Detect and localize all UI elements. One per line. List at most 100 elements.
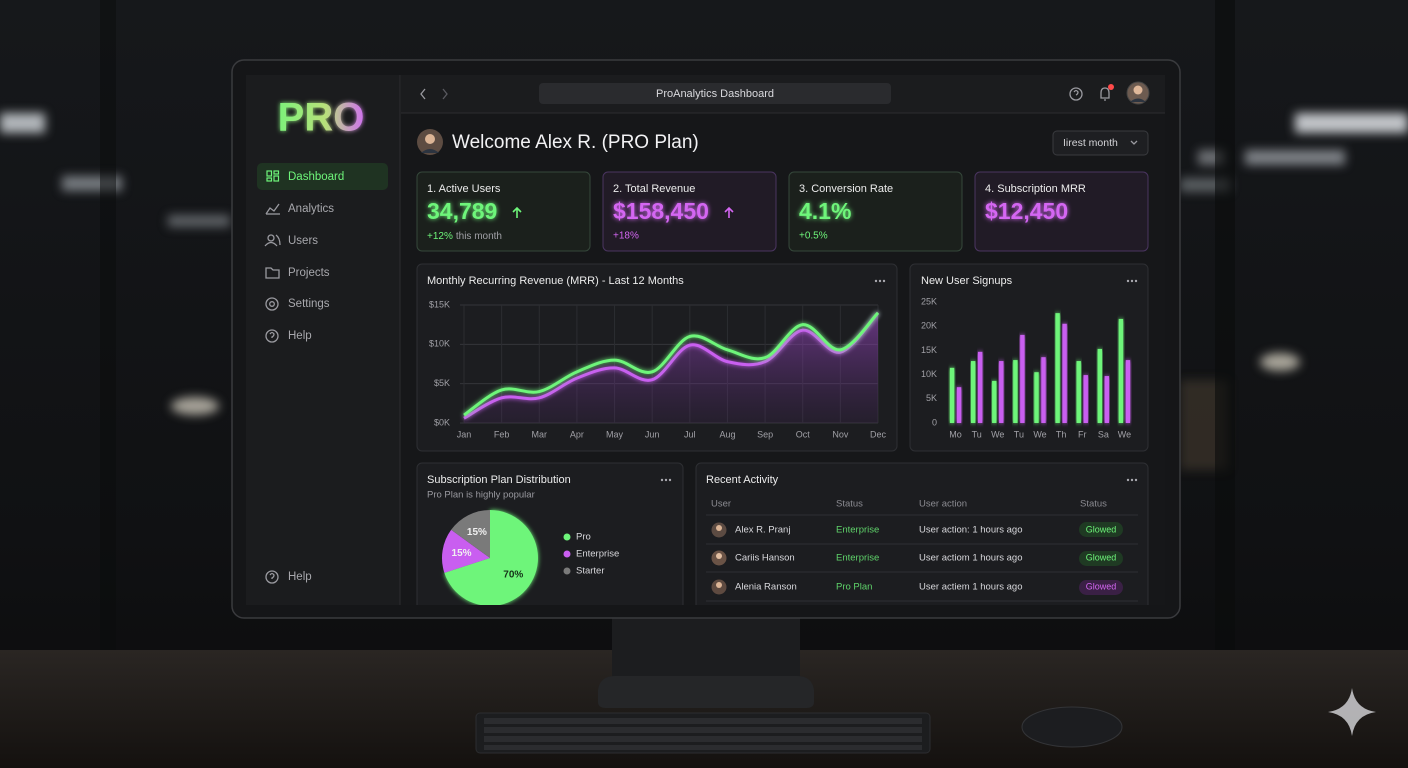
y-tick-label: 20K — [921, 321, 937, 331]
back-button[interactable] — [420, 88, 426, 100]
sidebar — [246, 75, 400, 605]
kpi-change-value: +12% — [427, 231, 453, 242]
logo: PRO — [278, 96, 365, 140]
address-bar[interactable] — [539, 83, 891, 104]
kpi-label: 2. Total Revenue — [613, 183, 695, 195]
row-avatars — [711, 522, 727, 595]
menu-dots[interactable] — [660, 279, 1138, 482]
x-tick-label: Tu — [972, 429, 982, 439]
bar — [1020, 334, 1025, 423]
bar — [970, 361, 976, 423]
y-tick-label: 10K — [921, 369, 937, 379]
bar — [956, 387, 962, 423]
nav-item[interactable]: Settings — [288, 298, 330, 310]
table-cell: Glowed — [1086, 581, 1117, 591]
page-title: ProAnalytics Dashboard — [656, 88, 774, 100]
window-frame — [1215, 0, 1235, 650]
table-cell: User actiom 1 hours ago — [919, 553, 1023, 564]
table-header: Status — [1080, 499, 1107, 510]
bar — [1041, 357, 1046, 423]
chevron — [1130, 140, 1138, 145]
nav-item[interactable]: Users — [288, 235, 318, 247]
x-tick-label: Jan — [457, 429, 472, 439]
bar — [1104, 376, 1110, 423]
chart-subtitle: Pro Plan is highly popular — [427, 490, 535, 501]
status-badge — [1079, 522, 1123, 537]
chart-title: Monthly Recurring Revenue (MRR) - Last 1… — [427, 275, 684, 287]
trend-arrow — [724, 206, 734, 218]
legend-swatch — [563, 533, 571, 541]
kpi-card — [974, 171, 1149, 252]
kpi-change: +0.5% — [799, 231, 828, 242]
x-tick-label: May — [606, 429, 624, 439]
x-tick-label: Sep — [757, 429, 773, 439]
table-cell: Enterprise — [836, 525, 879, 536]
x-tick-label: We — [1033, 429, 1046, 439]
x-tick-label: We — [991, 429, 1004, 439]
legend-label: Enterprise — [576, 549, 619, 560]
monitor-base — [598, 676, 814, 708]
avatar-body — [421, 149, 439, 153]
kpi-value: $12,450 — [985, 198, 1068, 224]
bar — [949, 367, 955, 423]
x-tick-label: Sa — [1098, 429, 1109, 439]
period-filter[interactable] — [1052, 130, 1149, 156]
nav-item[interactable]: Help — [288, 330, 312, 342]
nav-active-bg[interactable] — [257, 163, 388, 190]
kpi-value: 4.1% — [799, 198, 851, 224]
table-cell: Cariis Hanson — [735, 553, 795, 564]
bar — [1062, 323, 1067, 423]
nav-footer[interactable]: Help — [288, 571, 312, 583]
chart-title: New User Signups — [921, 275, 1013, 287]
nav-icons — [264, 170, 281, 584]
bar — [1013, 360, 1018, 423]
notifications-button[interactable] — [1100, 87, 1110, 101]
table-cell: User action: 1 hours ago — [919, 525, 1023, 536]
x-tick-label: Oct — [796, 429, 811, 439]
nav-item[interactable]: Projects — [288, 267, 330, 279]
table-rules — [706, 514, 1138, 602]
x-tick-label: Tu — [1014, 429, 1024, 439]
kpi-label: 4. Subscription MRR — [985, 183, 1086, 195]
charts: $0K $5K $10K $15K Jan Feb Mar Apr May Jun Jul Aug Se… — [429, 296, 1131, 605]
legend-swatch — [563, 567, 571, 575]
mouse — [1021, 706, 1123, 748]
window-frame — [100, 0, 116, 650]
nav-item[interactable]: Analytics — [288, 203, 334, 215]
x-tick-label: Jun — [645, 429, 660, 439]
nav-item[interactable]: Dashboard — [288, 171, 344, 183]
kpi-label: 3. Conversion Rate — [799, 183, 893, 195]
help-button[interactable] — [1069, 87, 1083, 101]
area — [464, 312, 878, 423]
y-tick-label: $0K — [434, 417, 450, 427]
kpi-card — [602, 171, 777, 252]
x-tick-label: Mar — [532, 429, 548, 439]
table-header: Status — [836, 499, 863, 510]
line — [463, 311, 880, 417]
bar — [977, 351, 983, 423]
bar — [1034, 372, 1039, 423]
table-cell: Glowed — [1086, 552, 1117, 562]
x-tick-label: Aug — [719, 429, 735, 439]
keyboard-keys — [484, 718, 922, 750]
kpi-value: 34,789 — [427, 198, 497, 224]
x-tick-label: Dec — [870, 429, 887, 439]
x-tick-label: Nov — [832, 429, 849, 439]
slice-label: 15% — [467, 527, 487, 538]
forward-button[interactable] — [442, 88, 448, 100]
monitor-stand — [612, 615, 800, 687]
table-cell: Enterprise — [836, 553, 879, 564]
card-title: Recent Activity — [706, 474, 779, 486]
y-tick-label: $15K — [429, 299, 450, 309]
bar — [1125, 360, 1131, 423]
y-tick-label: 0 — [932, 417, 937, 427]
table-header: User — [711, 499, 731, 510]
welcome-heading: Welcome Alex R. (PRO Plan) — [452, 132, 699, 153]
bar — [1083, 375, 1088, 423]
x-tick-label: Th — [1056, 429, 1067, 439]
status-badge — [1079, 551, 1123, 566]
x-tick-label: Fr — [1078, 429, 1087, 439]
x-tick-label: We — [1118, 429, 1131, 439]
period-filter-label: Iirest month — [1063, 137, 1118, 149]
